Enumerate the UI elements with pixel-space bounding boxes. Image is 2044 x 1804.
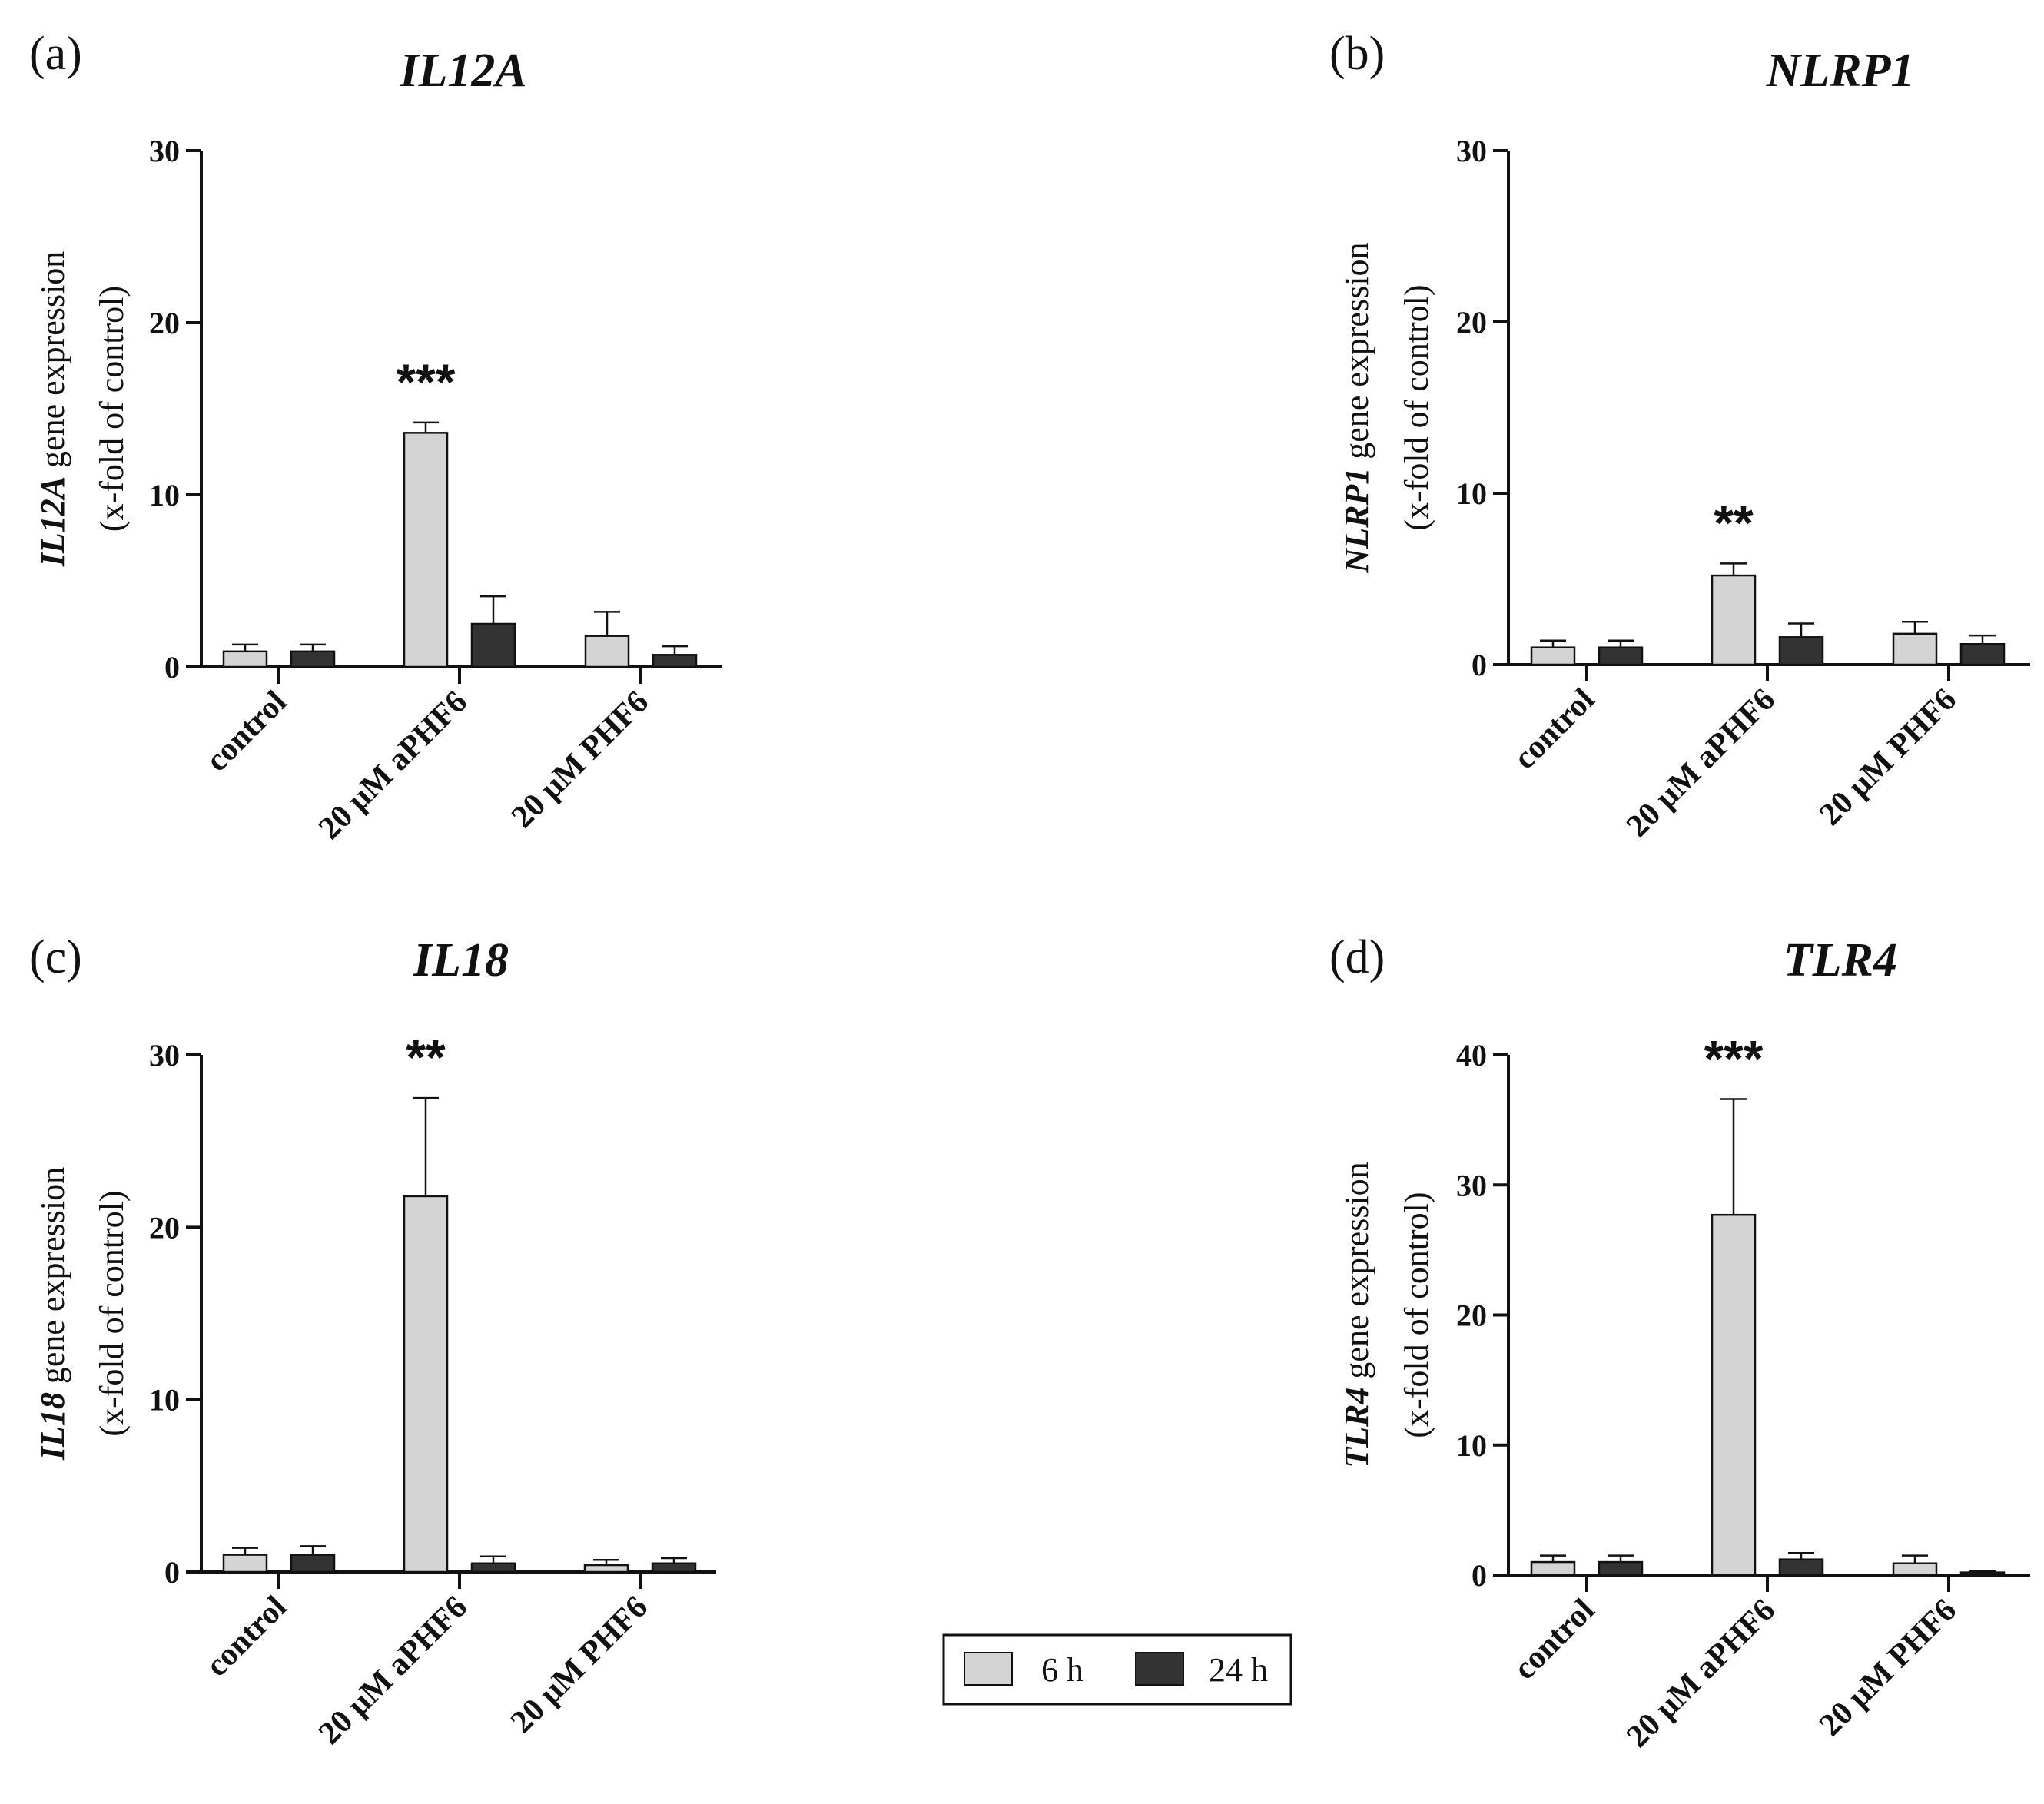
bar-6h	[584, 635, 630, 668]
y-tick-label: 40	[1456, 1038, 1487, 1073]
y-axis-label-gene: NLRP1	[1338, 468, 1375, 574]
y-tick-label: 30	[1456, 134, 1487, 168]
bar-6h	[1892, 632, 1938, 666]
bar-6h	[1892, 1562, 1938, 1577]
legend-label-24h: 24 h	[1209, 1651, 1268, 1689]
y-tick-label: 20	[149, 1210, 180, 1245]
y-tick-label: 10	[1456, 476, 1487, 511]
x-tick-label: 20 μM PHF6	[1813, 1593, 1963, 1743]
y-tick-label: 30	[149, 1038, 180, 1073]
y-axis-label-gene: IL18	[34, 1392, 71, 1461]
legend: 6 h 24 h	[942, 1633, 1292, 1706]
bar-24h	[1778, 636, 1824, 666]
y-axis-label-line2: (x-fold of control)	[93, 286, 131, 532]
x-tick-label: control	[1507, 682, 1601, 777]
y-tick-label: 0	[164, 1555, 180, 1590]
bar-24h	[1598, 646, 1644, 666]
bar-24h	[1778, 1558, 1824, 1577]
bar-24h	[470, 1562, 516, 1574]
legend-swatch-6h	[964, 1652, 1013, 1686]
bar-6h	[1530, 1560, 1576, 1577]
y-tick-label: 20	[149, 306, 180, 340]
bar-6h	[403, 1195, 449, 1574]
panel-d: (d) TLR4 0 10 20 30 40 TLR4 gene expression (x-f…	[1329, 931, 2030, 1755]
panel-a: (a) IL12A 0 10 20 30 IL12A gene expression (x-f…	[29, 28, 722, 847]
legend-swatch-24h	[1135, 1652, 1184, 1686]
panel-label: (b)	[1329, 28, 1385, 80]
bar-24h	[1598, 1560, 1644, 1577]
y-tick-label: 20	[1456, 1298, 1487, 1333]
y-tick-label: 0	[1472, 648, 1487, 682]
y-tick-label: 10	[1456, 1428, 1487, 1463]
y-axis-label: IL12A gene expression	[34, 251, 71, 568]
x-tick-label: 20 μM aPHF6	[1620, 682, 1782, 844]
y-tick-label: 30	[1456, 1168, 1487, 1202]
y-tick-label: 0	[1472, 1558, 1487, 1593]
y-tick-label: 10	[149, 1383, 180, 1418]
bar-6h	[222, 1554, 268, 1574]
bar-6h	[1530, 646, 1576, 666]
panel-label: (a)	[29, 28, 82, 80]
significance-marker: ***	[1704, 1030, 1763, 1087]
legend-label-6h: 6 h	[1041, 1651, 1083, 1689]
bar-6h	[1711, 1213, 1757, 1577]
y-axis-label-text: gene expression	[1338, 242, 1375, 467]
bar-24h	[652, 654, 698, 668]
y-axis-label-gene: TLR4	[1338, 1388, 1375, 1468]
panel-title: NLRP1	[1766, 45, 1915, 97]
bar-6h	[583, 1564, 629, 1574]
y-axis-label-text: gene expression	[34, 251, 71, 476]
panel-b: (b) NLRP1 0 10 20 30 NLRP1 gene expression (x-f…	[1329, 28, 2030, 844]
panel-title: IL12A	[399, 45, 526, 97]
bar-24h	[290, 650, 336, 668]
y-axis-label-text: gene expression	[1338, 1162, 1375, 1387]
panel-label: (d)	[1329, 931, 1385, 983]
y-tick-label: 10	[149, 478, 180, 512]
x-tick-label: 20 μM aPHF6	[1620, 1593, 1782, 1755]
y-axis-label-line2: (x-fold of control)	[1398, 1192, 1435, 1438]
panel-title: TLR4	[1784, 934, 1897, 987]
bar-6h	[1711, 574, 1757, 666]
x-tick-label: control	[199, 685, 294, 779]
y-tick-label: 20	[1456, 305, 1487, 340]
y-axis-label-gene: IL12A	[34, 476, 71, 567]
y-axis-label-text: gene expression	[34, 1167, 71, 1392]
y-axis-label-line2: (x-fold of control)	[93, 1190, 131, 1436]
y-tick-label: 30	[149, 134, 180, 168]
bar-24h	[470, 622, 516, 668]
y-tick-label: 0	[164, 650, 180, 685]
bar-24h	[290, 1554, 336, 1574]
bar-24h	[651, 1562, 697, 1574]
y-axis-label: NLRP1 gene expression	[1338, 242, 1375, 573]
x-tick-label: 20 μM PHF6	[505, 685, 655, 835]
x-tick-label: 20 μM PHF6	[504, 1590, 655, 1740]
y-axis-label-line2: (x-fold of control)	[1398, 284, 1435, 530]
bar-6h	[222, 650, 268, 668]
x-tick-label: control	[1507, 1593, 1601, 1687]
panel-label: (c)	[29, 931, 82, 983]
x-tick-label: control	[199, 1590, 294, 1684]
significance-marker: **	[1714, 494, 1754, 551]
x-tick-label: 20 μM aPHF6	[312, 1590, 474, 1752]
panel-title: IL18	[413, 934, 509, 987]
bar-6h	[403, 432, 449, 668]
significance-marker: **	[406, 1029, 446, 1086]
significance-marker: ***	[396, 353, 455, 410]
y-axis-label: IL18 gene expression	[34, 1167, 71, 1461]
x-tick-label: 20 μM PHF6	[1813, 682, 1963, 833]
bar-24h	[1959, 642, 2006, 666]
x-tick-label: 20 μM aPHF6	[312, 685, 474, 847]
bar-24h	[1959, 1571, 2006, 1577]
y-axis-label: TLR4 gene expression	[1338, 1162, 1375, 1467]
panel-c: (c) IL18 0 10 20 30 IL18 gene expression (x-fol…	[29, 931, 716, 1752]
